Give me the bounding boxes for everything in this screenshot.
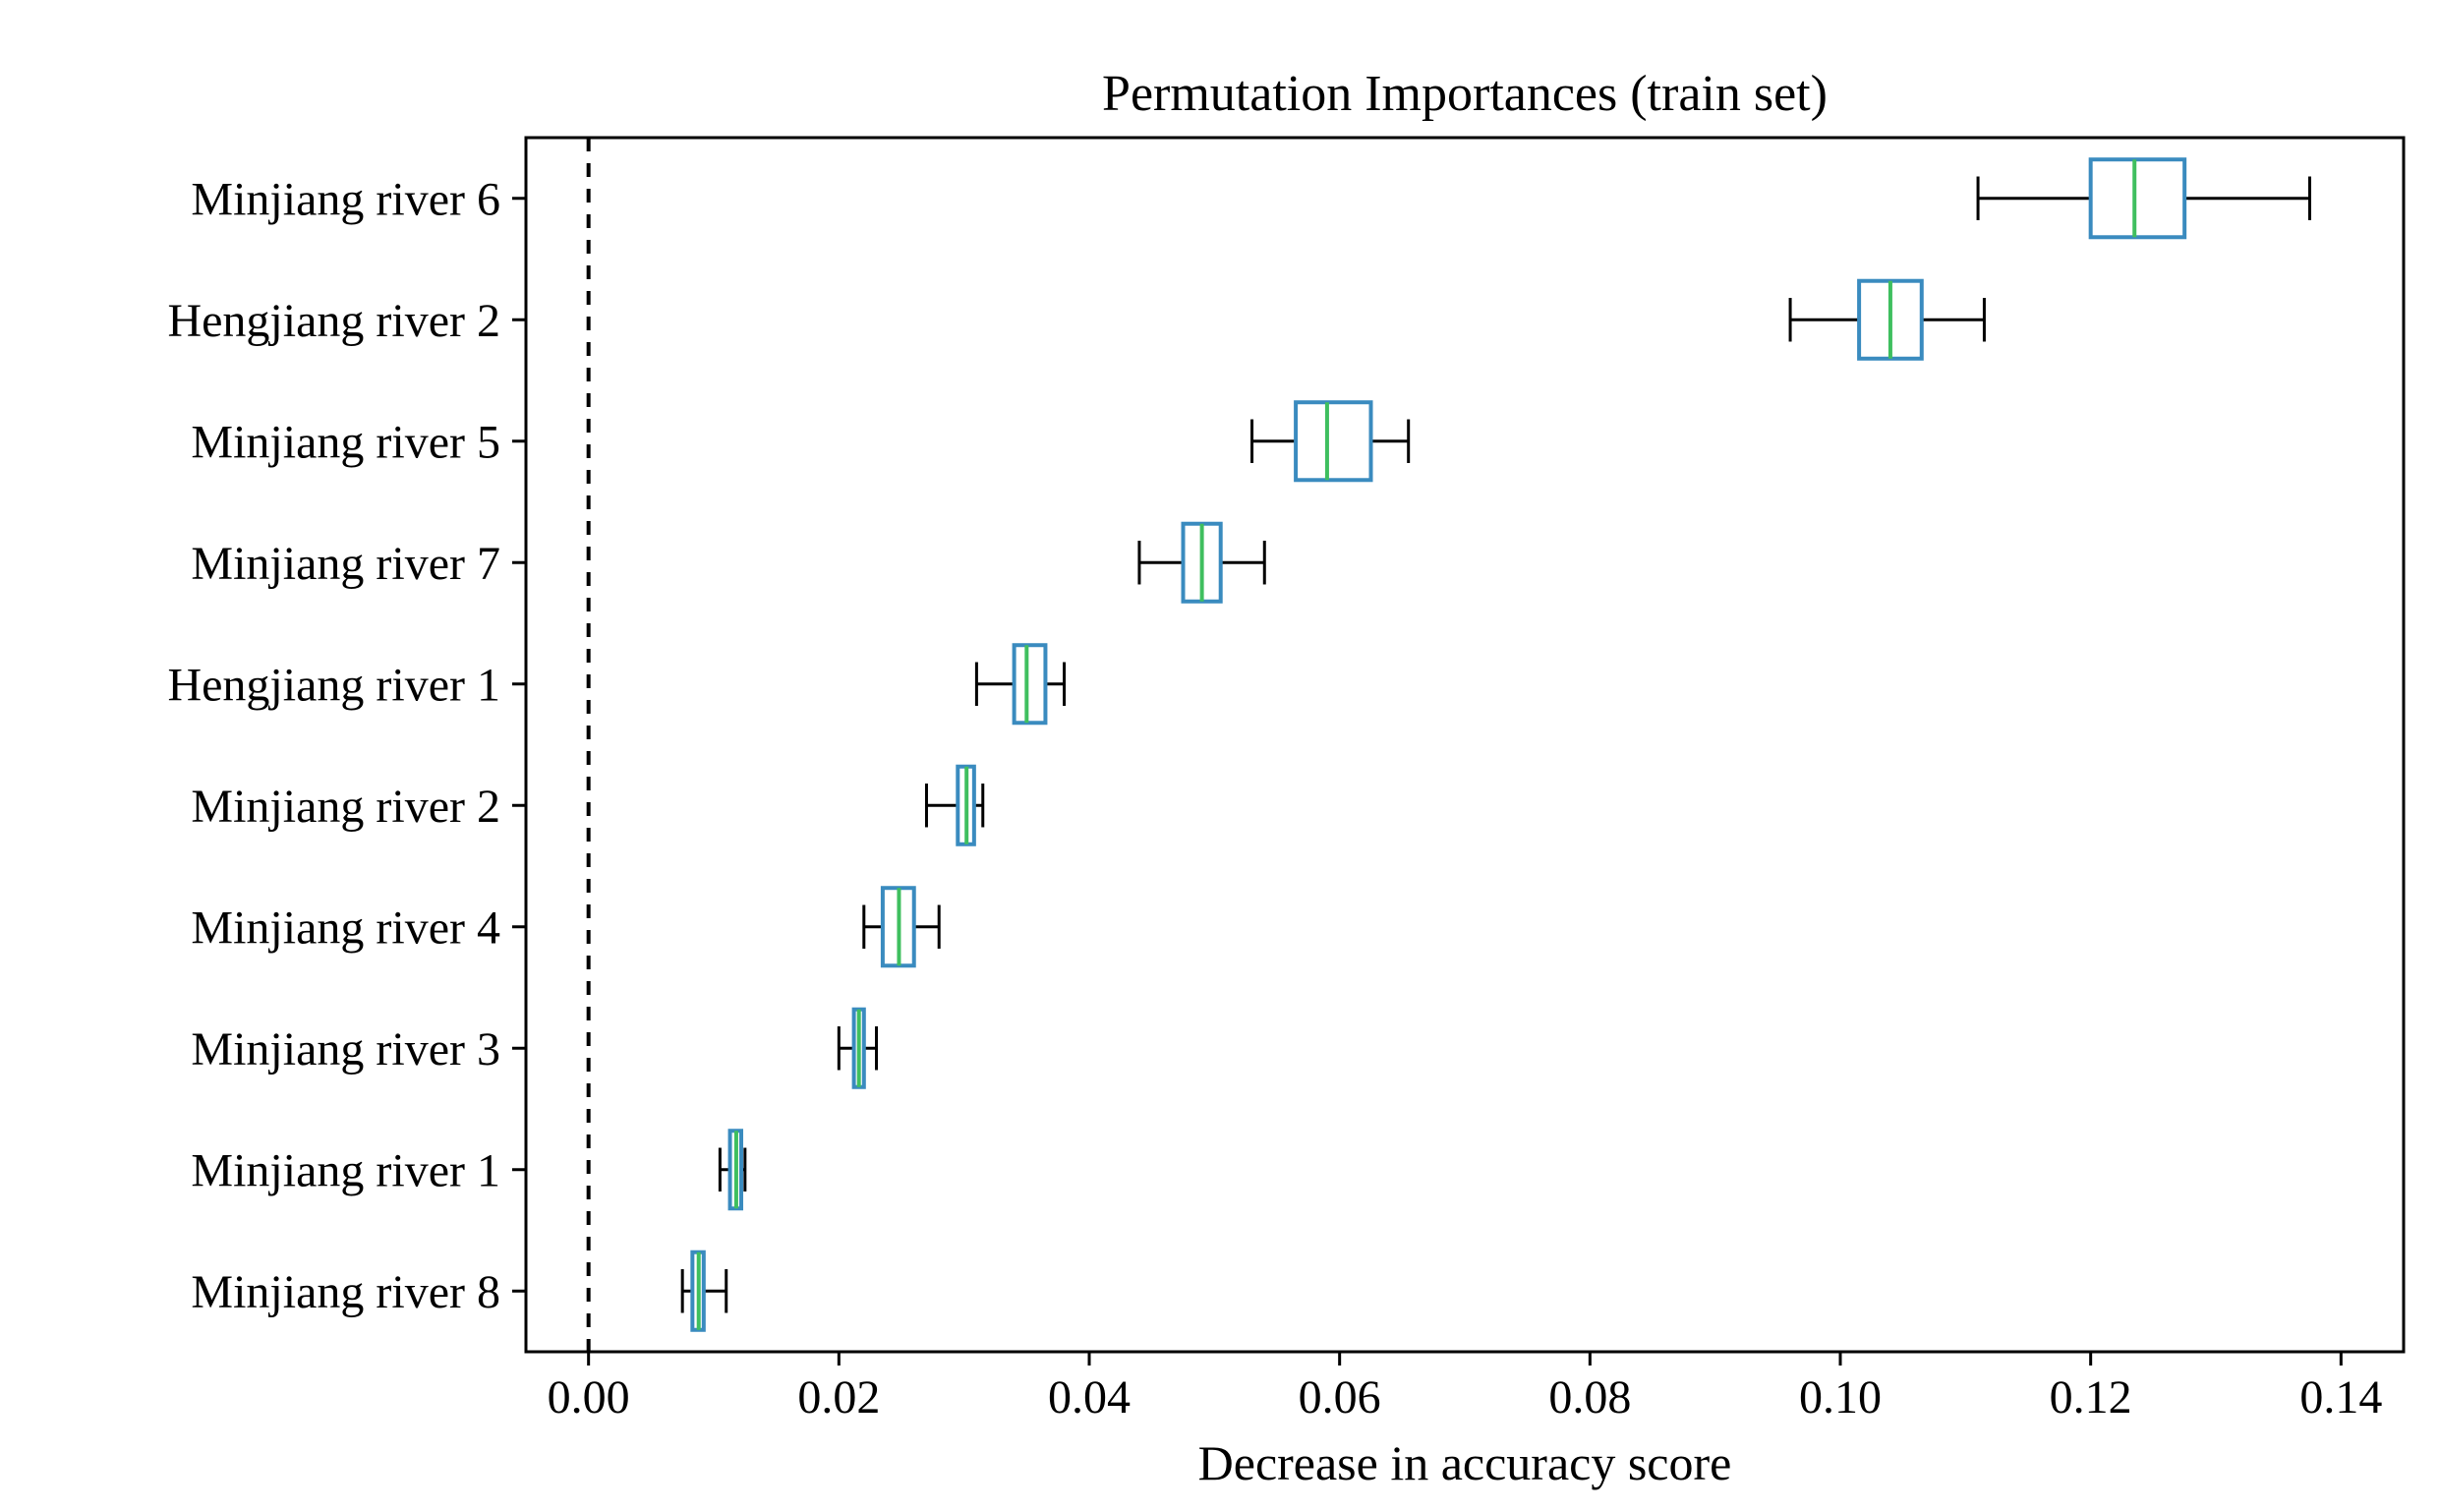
- x-tick-label: 0.00: [548, 1371, 630, 1424]
- y-tick-label: Hengjiang river 2: [167, 295, 500, 347]
- x-tick-label: 0.08: [1548, 1371, 1631, 1424]
- y-tick-label: Hengjiang river 1: [167, 660, 500, 712]
- box: [2091, 159, 2185, 237]
- box: [1296, 402, 1370, 480]
- box: [1015, 645, 1046, 723]
- y-tick-label: Minjiang river 8: [191, 1266, 500, 1318]
- x-tick-label: 0.10: [1799, 1371, 1882, 1424]
- x-axis-label: Decrease in accuracy score: [1198, 1435, 1732, 1490]
- y-tick-label: Minjiang river 5: [191, 417, 500, 469]
- y-tick-label: Minjiang river 4: [191, 902, 500, 955]
- x-tick-label: 0.12: [2050, 1371, 2132, 1424]
- chart-title: Permutation Importances (train set): [1102, 66, 1828, 122]
- x-tick-label: 0.02: [797, 1371, 880, 1424]
- y-tick-label: Minjiang river 1: [191, 1145, 500, 1197]
- x-tick-label: 0.06: [1299, 1371, 1381, 1424]
- y-tick-label: Minjiang river 2: [191, 781, 500, 833]
- boxplot-chart: Permutation Importances (train set) 0.00 0…: [0, 0, 2439, 1512]
- x-tick-label: 0.04: [1048, 1371, 1131, 1424]
- y-tick-label: Minjiang river 6: [191, 174, 500, 226]
- y-tick-label: Minjiang river 3: [191, 1023, 500, 1076]
- chart-container: Permutation Importances (train set) 0.00 0…: [0, 0, 2439, 1512]
- x-tick-label: 0.14: [2299, 1371, 2382, 1424]
- y-tick-label: Minjiang river 7: [191, 538, 500, 590]
